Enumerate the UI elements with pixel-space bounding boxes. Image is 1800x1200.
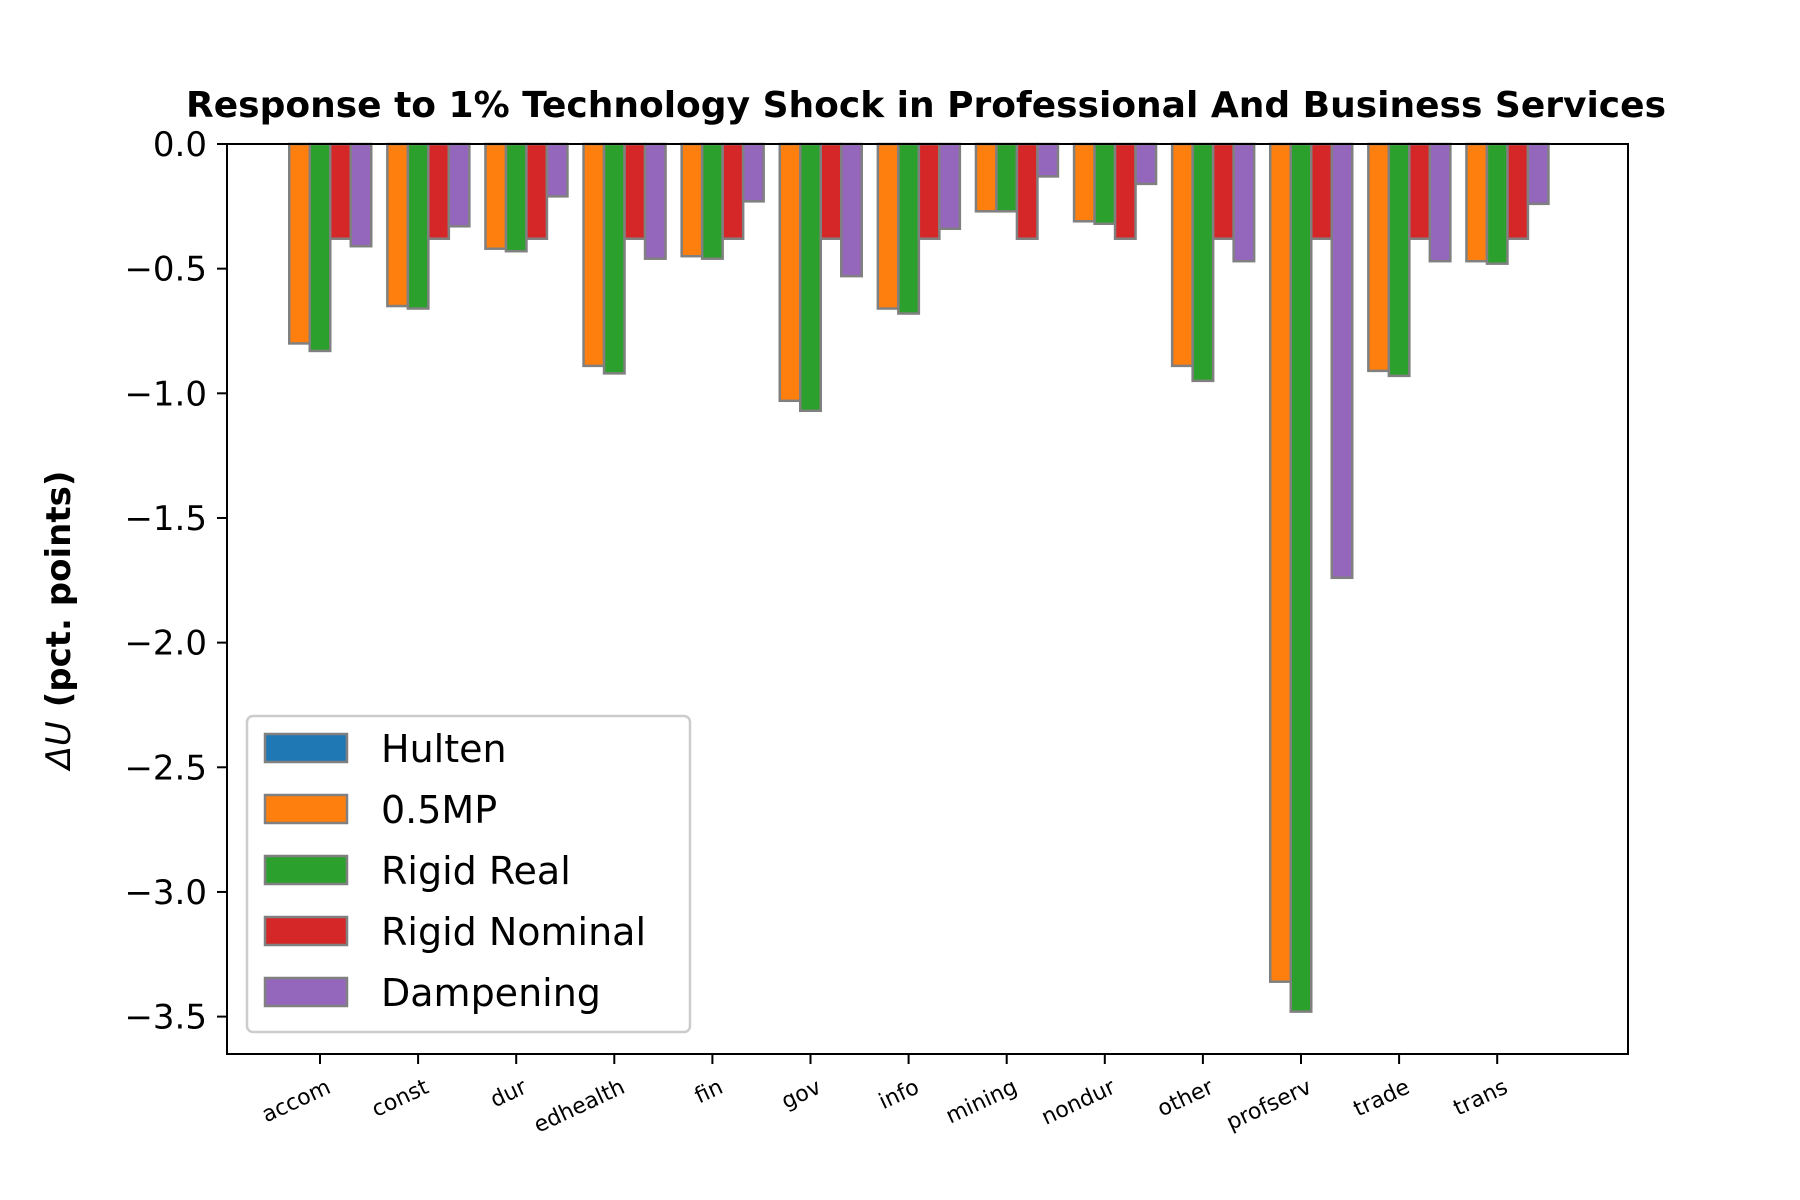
bar-mining-0-5mp [974, 142, 998, 213]
bar-profserv-rigid-nominal [1310, 142, 1333, 240]
bar-nondur-rigid-nominal [1113, 142, 1137, 240]
bar-const-rigid-nominal [427, 142, 451, 240]
bar-trans-dampening [1526, 142, 1550, 206]
bar-trans-rigid-real [1485, 142, 1509, 265]
x-tick-label-trans: trans [1450, 1075, 1512, 1122]
bar-trans-0-5mp [1465, 142, 1489, 263]
legend-label: Rigid Nominal [381, 910, 646, 954]
bar-gov-rigid-nominal [819, 142, 843, 240]
x-tick-label-trade: trade [1350, 1075, 1414, 1122]
bar-profserv-dampening [1330, 142, 1354, 580]
bar-profserv-0-5mp [1269, 142, 1292, 983]
bar-gov-0-5mp [778, 142, 802, 403]
y-tick-label: −3.5 [124, 998, 207, 1038]
bar-dur-0-5mp [484, 142, 508, 250]
bars-layer [288, 142, 1550, 1013]
x-tick-label-nondur: nondur [1038, 1074, 1120, 1130]
y-tick-label: −3.0 [124, 873, 207, 913]
bar-edhealth-rigid-real [602, 142, 626, 375]
y-tick-label: −1.0 [124, 374, 207, 414]
x-tick-label-dur: dur [487, 1074, 532, 1113]
x-tick-label-profserv: profserv [1223, 1075, 1316, 1136]
chart-title: Response to 1% Technology Shock in Profe… [186, 85, 1666, 126]
bar-other-0-5mp [1170, 142, 1194, 368]
legend-swatch-rigid-nominal [263, 915, 349, 947]
x-tick-label-edhealth: edhealth [530, 1075, 629, 1139]
bar-gov-rigid-real [799, 142, 822, 413]
legend-swatch-dampening [263, 976, 349, 1008]
x-axis: accom const dur edhealth fin gov info mining non… [258, 1054, 1512, 1138]
bar-fin-rigid-real [700, 142, 724, 260]
bar-fin-rigid-nominal [721, 142, 745, 240]
bar-trans-rigid-nominal [1506, 142, 1530, 240]
bar-const-0-5mp [386, 142, 410, 308]
x-tick-label-gov: gov [778, 1075, 825, 1115]
bar-fin-0-5mp [680, 142, 704, 258]
bar-dur-dampening [545, 142, 569, 198]
bar-trade-rigid-nominal [1408, 142, 1432, 240]
plot-frame [226, 143, 1629, 1055]
legend-swatch-rigid-real [263, 854, 349, 886]
legend-box [245, 714, 692, 1034]
bar-accom-rigid-nominal [329, 142, 352, 240]
bar-fin-dampening [741, 142, 765, 203]
x-tick-label-fin: fin [691, 1075, 727, 1109]
x-tick-label-const: const [368, 1075, 433, 1123]
bar-mining-rigid-nominal [1015, 142, 1039, 240]
legend-swatch-hulten [263, 732, 349, 764]
y-tick-label: 0.0 [153, 125, 207, 165]
legend: Hulten 0.5MP Rigid Real Rigid Nominal Dampen… [245, 714, 692, 1034]
bar-trade-dampening [1428, 142, 1452, 263]
y-axis-label-symbol: ΔU [39, 721, 79, 772]
bar-accom-dampening [349, 142, 373, 248]
x-tick-label-info: info [875, 1075, 923, 1115]
y-tick-label: −2.0 [124, 624, 207, 664]
bar-edhealth-dampening [643, 142, 667, 260]
bar-trade-rigid-real [1387, 142, 1411, 378]
bar-other-dampening [1232, 142, 1256, 263]
bar-const-dampening [447, 142, 471, 228]
bar-other-rigid-real [1191, 142, 1215, 383]
legend-label: Rigid Real [381, 849, 571, 893]
legend-swatch-0-5mp [263, 793, 349, 825]
bar-accom-rigid-real [308, 142, 332, 353]
bar-info-rigid-real [897, 142, 921, 315]
y-axis-label-text: (pct. points) [39, 471, 79, 708]
bar-mining-dampening [1036, 142, 1060, 178]
bar-edhealth-rigid-nominal [623, 142, 647, 240]
bar-info-0-5mp [876, 142, 900, 310]
bar-info-rigid-nominal [917, 142, 941, 240]
bar-dur-rigid-nominal [525, 142, 549, 240]
x-tick-label-accom: accom [258, 1075, 334, 1128]
bar-nondur-rigid-real [1093, 142, 1117, 226]
bar-nondur-0-5mp [1072, 142, 1096, 223]
y-tick-label: −0.5 [124, 250, 207, 290]
y-axis-label: ΔU (pct. points) [39, 471, 79, 773]
bar-edhealth-0-5mp [582, 142, 606, 368]
legend-label: Hulten [381, 727, 507, 771]
y-tick-label: −1.5 [124, 499, 207, 539]
x-tick-label-other: other [1154, 1074, 1219, 1122]
legend-label: Dampening [381, 971, 601, 1015]
legend-label: 0.5MP [381, 788, 497, 832]
y-tick-label: −2.5 [124, 748, 207, 788]
bar-gov-dampening [840, 142, 863, 278]
bar-trade-0-5mp [1367, 142, 1391, 373]
y-axis: 0.0 −0.5 −1.0 −1.5 −2.0 −2.5 −3.0 −3.5 [124, 125, 227, 1038]
bar-other-rigid-nominal [1211, 142, 1235, 240]
bar-info-dampening [938, 142, 962, 231]
bar-dur-rigid-real [504, 142, 528, 253]
bar-const-rigid-real [406, 142, 430, 310]
bar-mining-rigid-real [995, 142, 1019, 213]
x-tick-label-mining: mining [942, 1075, 1021, 1130]
bar-accom-0-5mp [288, 142, 311, 345]
bar-profserv-rigid-real [1289, 142, 1313, 1013]
bar-nondur-dampening [1134, 142, 1158, 186]
